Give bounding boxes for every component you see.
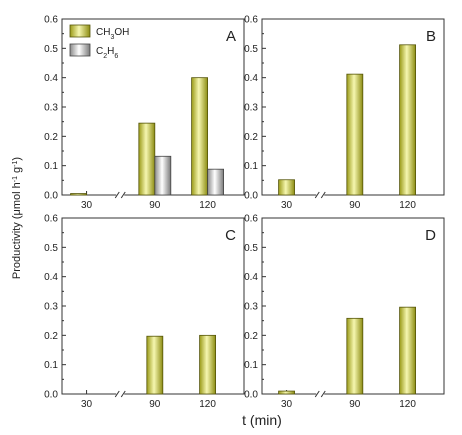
y-tick-label: 0.5 xyxy=(44,44,58,55)
bar xyxy=(146,335,164,395)
bar xyxy=(346,73,364,196)
y-axis-title-main: Productivity (μmol h xyxy=(11,182,23,279)
axis-break-gap xyxy=(116,192,125,198)
panel-label: B xyxy=(426,28,436,45)
axis-break-mark xyxy=(120,191,126,199)
y-tick-label: 0.4 xyxy=(244,73,258,84)
bar xyxy=(70,193,87,196)
x-tick-label: 30 xyxy=(281,200,293,211)
legend-label: C2H6 xyxy=(96,46,118,60)
panels: 0.00.10.20.30.40.50.630 90 120ACH3OHC2H60.… xyxy=(44,15,445,410)
axis-break-mark xyxy=(320,390,326,398)
y-tick-label: 0.0 xyxy=(44,191,58,202)
y-tick-label: 0.4 xyxy=(44,73,58,84)
bar xyxy=(278,390,295,395)
bar xyxy=(191,77,209,196)
y-tick-label: 0.5 xyxy=(244,44,258,55)
bar xyxy=(154,155,172,196)
y-tick-label: 0.5 xyxy=(244,243,258,254)
y-tick-label: 0.3 xyxy=(244,302,258,313)
panel-label: D xyxy=(425,227,436,244)
legend-label-subscript: 3 xyxy=(110,34,114,41)
legend-label-part: H xyxy=(107,46,114,57)
panel-D: 0.0 0.1 0.2 0.3 0.4 0.5 0.6 30 90 120 D xyxy=(244,214,445,410)
x-tick-label: 120 xyxy=(199,200,216,211)
bar xyxy=(399,306,417,395)
x-tick-label: 30 xyxy=(81,200,93,211)
legend-label: CH3OH xyxy=(96,27,129,41)
legend-label-subscript: 6 xyxy=(114,53,118,60)
bar xyxy=(138,122,156,196)
y-tick-label: 0.2 xyxy=(44,132,58,143)
y-axis-title-sup1: -1 xyxy=(12,176,19,182)
y-tick-label: 0.0 xyxy=(244,390,258,401)
axis-break-mark xyxy=(120,390,126,398)
bar xyxy=(278,179,295,196)
y-tick-label: 0.1 xyxy=(244,161,258,172)
panel-label: C xyxy=(225,227,236,244)
y-tick-label: 0.3 xyxy=(244,103,258,114)
panel-C: 0.0 0.1 0.2 0.3 0.4 0.5 0.6 30 90 120 C xyxy=(44,214,245,410)
y-tick-label: 0.3 xyxy=(44,103,58,114)
axis-break-gap xyxy=(316,192,325,198)
y-tick-label: 0.2 xyxy=(44,331,58,342)
x-tick-label: 90 xyxy=(149,399,161,410)
x-tick-label: 120 xyxy=(199,399,216,410)
x-tick-label: 120 xyxy=(399,399,416,410)
legend-label-subscript: 2 xyxy=(103,53,107,60)
panel-label: A xyxy=(226,28,236,45)
legend-swatch xyxy=(69,43,91,57)
y-tick-label: 0.1 xyxy=(44,161,58,172)
legend-swatch xyxy=(69,24,91,38)
y-tick-label: 0.4 xyxy=(244,272,258,283)
x-tick-label: 90 xyxy=(349,200,361,211)
y-tick-label: 0.6 xyxy=(44,15,58,26)
y-axis-title-end: ) xyxy=(11,157,23,161)
axis-break-mark xyxy=(314,390,320,398)
x-tick-label: 90 xyxy=(349,399,361,410)
bar xyxy=(399,44,417,196)
x-tick-label: 30 xyxy=(81,399,93,410)
x-axis-title: t (min) xyxy=(242,412,282,428)
y-axis-title: Productivity (μmol h-1 g-1) xyxy=(11,157,23,279)
x-tick-label: 120 xyxy=(399,200,416,211)
y-tick-label: 0.0 xyxy=(244,191,258,202)
axis-break-mark xyxy=(114,390,120,398)
y-tick-label: 0.1 xyxy=(44,360,58,371)
axis-break-mark xyxy=(320,191,326,199)
x-tick-label: 30 xyxy=(281,399,293,410)
y-tick-label: 0.6 xyxy=(244,214,258,225)
y-tick-label: 0.1 xyxy=(244,360,258,371)
y-tick-label: 0.3 xyxy=(44,302,58,313)
axis-break-gap xyxy=(316,391,325,397)
legend-label-part: CH xyxy=(96,27,110,38)
legend-label-part: C xyxy=(96,46,103,57)
y-tick-label: 0.2 xyxy=(244,331,258,342)
y-axis-title-mid: g xyxy=(11,167,23,176)
bar xyxy=(207,168,225,196)
axis-break-gap xyxy=(116,391,125,397)
legend-label-part: OH xyxy=(114,27,129,38)
bar xyxy=(199,334,217,395)
y-tick-label: 0.4 xyxy=(44,272,58,283)
y-tick-label: 0.6 xyxy=(44,214,58,225)
axis-break-mark xyxy=(314,191,320,199)
y-axis-title-sup2: -1 xyxy=(12,161,19,167)
bar xyxy=(346,317,364,395)
x-tick-label: 90 xyxy=(149,200,161,211)
panel-B: 0.0 0.1 0.2 0.3 0.4 0.5 0.6 30 90 120 B xyxy=(244,15,445,211)
y-tick-label: 0.6 xyxy=(244,15,258,26)
y-tick-label: 0.2 xyxy=(244,132,258,143)
y-tick-label: 0.5 xyxy=(44,243,58,254)
axis-break-mark xyxy=(114,191,120,199)
y-tick-label: 0.0 xyxy=(44,390,58,401)
